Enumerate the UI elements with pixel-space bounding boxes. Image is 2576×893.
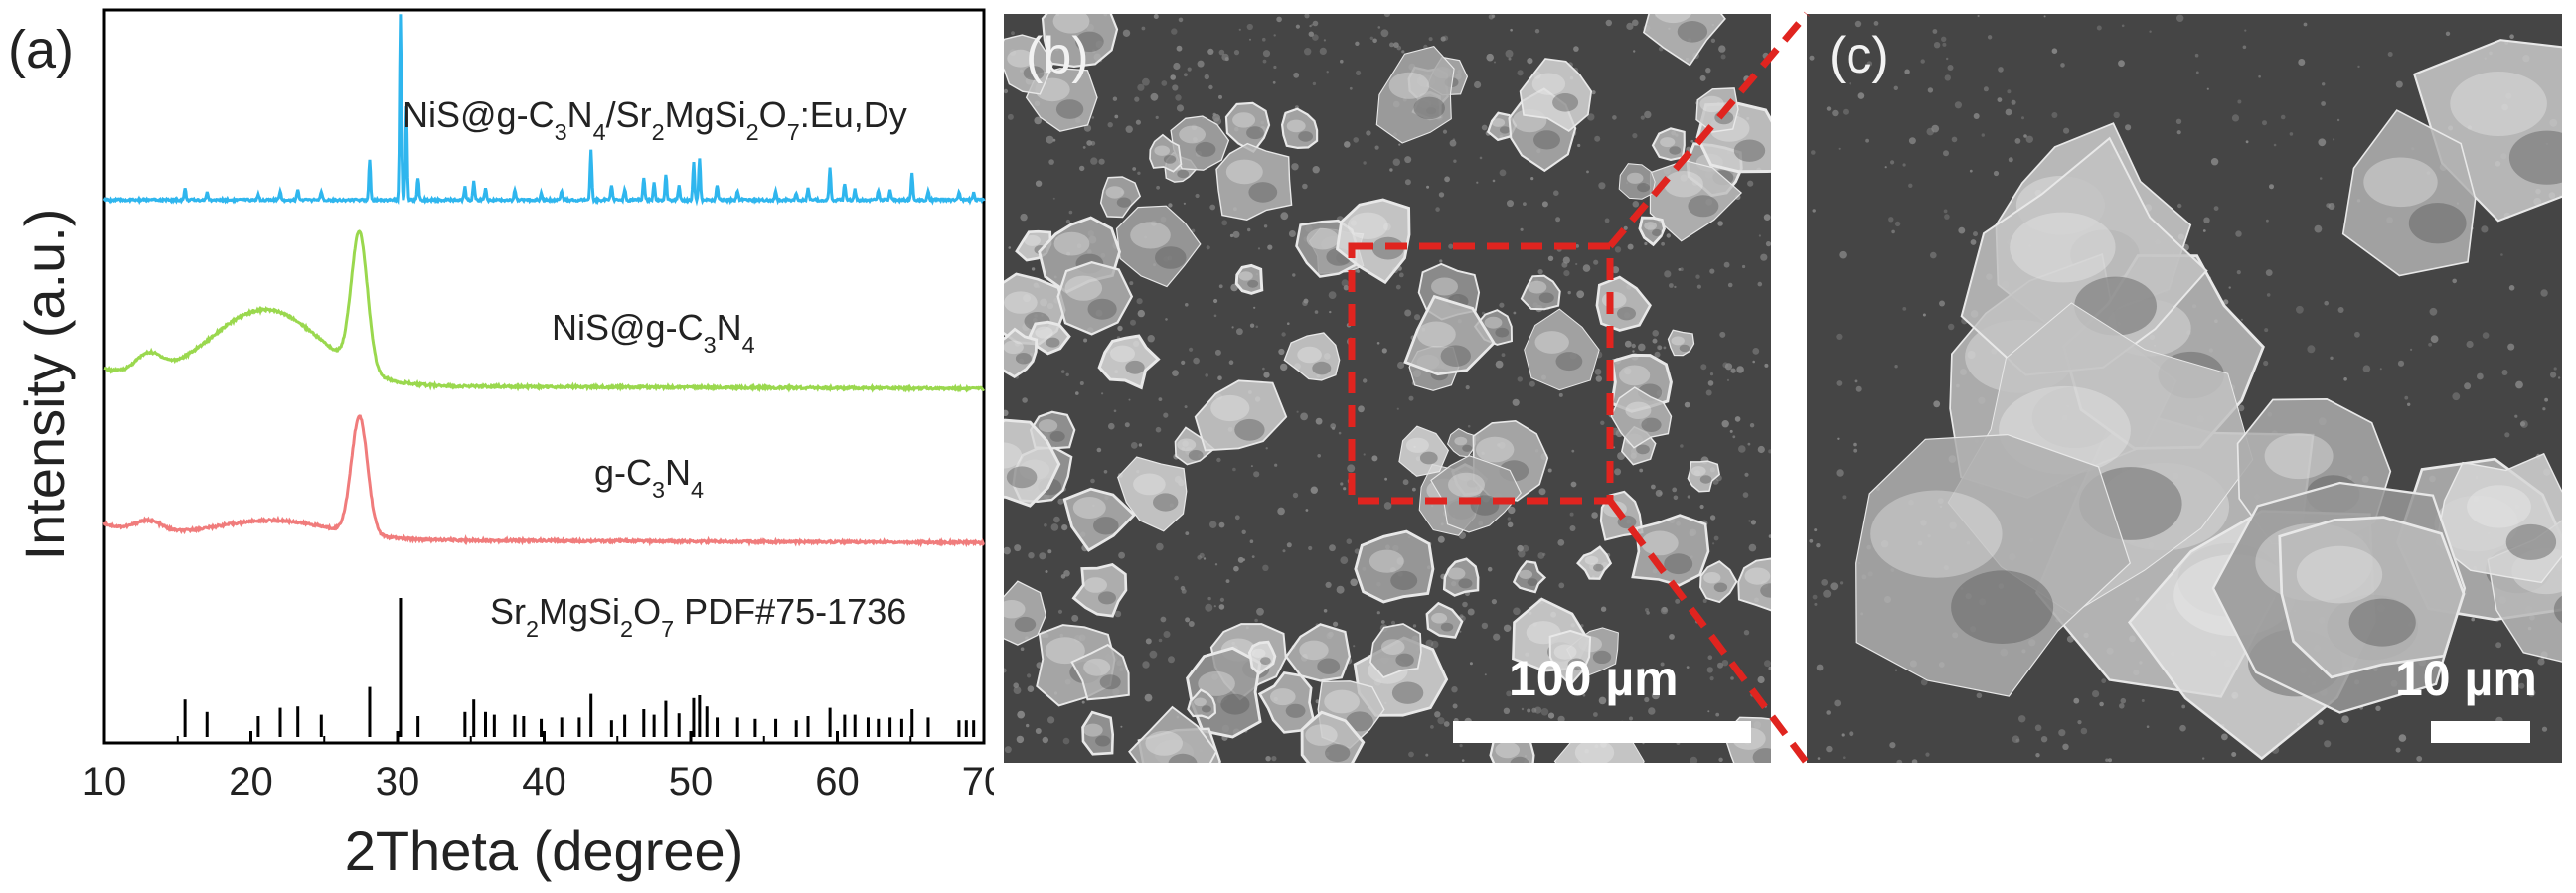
zoom-line-top [1607,11,1810,249]
legend-label-0: Sr2MgSi2O7 PDF#75-1736 [490,591,906,642]
zoom-line-bottom [1607,498,1810,766]
series-0 [183,598,976,737]
series-1 [102,414,986,548]
panel-label-b: (b) [1026,27,1089,84]
sem-particles-b [1004,14,1771,763]
series-line [103,229,985,393]
x-tick-label: 20 [229,760,273,804]
scale-bar-c [2431,721,2530,743]
x-axis-label: 2Theta (degree) [345,819,744,882]
panel-label-c: (c) [1829,27,1889,84]
sem-image-c: (c) 10 µm [1807,14,2562,763]
y-axis-label: Intensity (a.u.) [13,209,76,561]
panel-label-a: (a) [8,20,74,79]
series-3 [102,14,986,207]
xrd-chart: 10 20 30 40 50 60 70 2Theta (degree) Intensity (… [8,8,994,882]
legend-label-1: g-C3N4 [594,452,704,503]
x-tick-label: 60 [815,760,860,804]
x-tick-label: 40 [522,760,566,804]
series-2 [103,229,985,393]
scale-bar-label-c: 10 µm [2395,651,2537,706]
sem-particles-c [1807,14,2562,763]
x-tick-label: 10 [82,760,127,804]
legend-label-2: NiS@g-C3N4 [552,307,755,358]
x-tick-label: 70 [962,760,994,804]
scale-bar-label-b: 100 µm [1509,651,1679,706]
series-line [102,414,986,548]
zoom-box [1348,242,1614,505]
x-tick-label: 50 [669,760,714,804]
x-tick-label: 30 [376,760,420,804]
legend-label-3: NiS@g-C3N4/Sr2MgSi2O7:Eu,Dy [402,94,907,145]
series-line [102,14,986,207]
scale-bar-b [1453,721,1751,743]
sem-image-b: (b) 100 µm [1004,14,1771,763]
